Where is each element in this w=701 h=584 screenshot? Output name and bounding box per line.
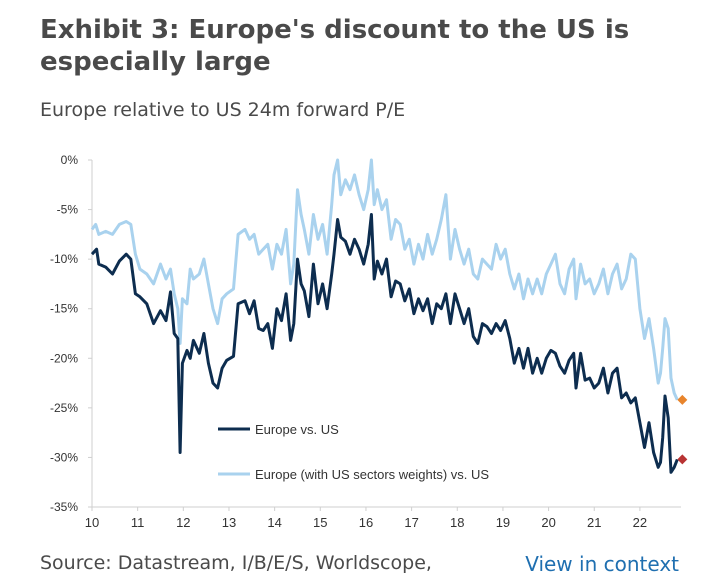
x-tick-label: 22 bbox=[633, 515, 647, 530]
x-tick-label: 17 bbox=[404, 515, 418, 530]
x-tick-label: 16 bbox=[359, 515, 373, 530]
y-tick-label: -30% bbox=[50, 450, 78, 464]
chart-subtitle: Europe relative to US 24m forward P/E bbox=[40, 99, 406, 121]
source-note: Source: Datastream, I/B/E/S, Worldscope, bbox=[40, 552, 432, 574]
line-chart: 0% -5% -10% -15% -20% -25% -30% -35% 10 11 12 13 14 1… bbox=[50, 153, 688, 530]
legend-label-europe-us-sector-weights: Europe (with US sectors weights) vs. US bbox=[255, 467, 489, 482]
y-tick-label: -15% bbox=[50, 302, 78, 316]
y-tick-label: -25% bbox=[50, 401, 78, 415]
y-tick-label: -35% bbox=[50, 500, 78, 514]
x-tick-label: 12 bbox=[176, 515, 190, 530]
x-tick-label: 19 bbox=[496, 515, 510, 530]
x-tick-label: 14 bbox=[267, 515, 281, 530]
x-tick-label: 21 bbox=[587, 515, 601, 530]
chart-area: 0% -5% -10% -15% -20% -25% -30% -35% 10 11 12 13 14 1… bbox=[0, 140, 701, 540]
end-marker-europe-vs-us bbox=[677, 454, 688, 465]
x-tick-label: 11 bbox=[131, 515, 145, 530]
x-tick-label: 10 bbox=[85, 515, 99, 530]
series-line-europe-us-sector-weights bbox=[90, 158, 679, 401]
x-tick-label: 15 bbox=[313, 515, 327, 530]
x-tick-label: 18 bbox=[450, 515, 464, 530]
y-tick-label: -20% bbox=[50, 351, 78, 365]
y-tick-label: 0% bbox=[61, 153, 79, 167]
series-line-europe-vs-us bbox=[90, 213, 679, 474]
legend-label-europe-vs-us: Europe vs. US bbox=[255, 422, 339, 437]
end-marker-europe-us-sector-weights bbox=[677, 394, 688, 405]
x-tick-label: 20 bbox=[541, 515, 555, 530]
y-tick-label: -10% bbox=[50, 252, 78, 266]
chart-title: Exhibit 3: Europe's discount to the US i… bbox=[40, 15, 630, 77]
y-tick-label: -5% bbox=[57, 203, 79, 217]
x-tick-label: 13 bbox=[222, 515, 236, 530]
view-in-context-link[interactable]: View in context bbox=[525, 552, 679, 576]
